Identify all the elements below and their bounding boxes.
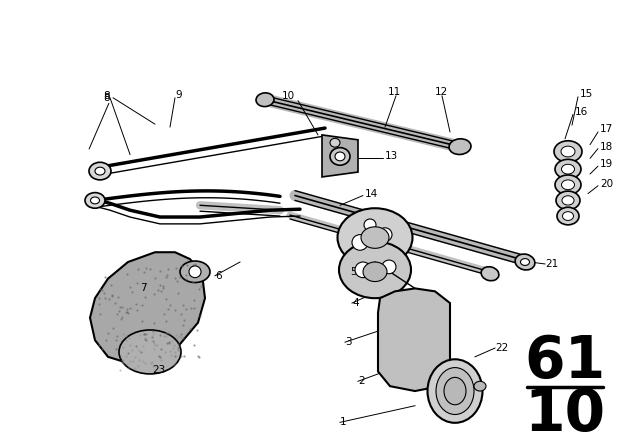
- Ellipse shape: [85, 193, 105, 208]
- Text: 17: 17: [600, 124, 613, 134]
- Text: 21: 21: [545, 259, 558, 269]
- Text: 8: 8: [104, 93, 110, 103]
- Ellipse shape: [119, 330, 181, 374]
- Text: 19: 19: [600, 159, 613, 169]
- Text: 7: 7: [140, 284, 147, 293]
- Ellipse shape: [95, 167, 105, 175]
- Ellipse shape: [90, 197, 99, 204]
- Text: 10: 10: [282, 91, 295, 101]
- Text: 14: 14: [365, 189, 378, 198]
- Polygon shape: [378, 289, 450, 391]
- Text: 20: 20: [600, 179, 613, 189]
- Ellipse shape: [481, 267, 499, 281]
- Text: 5: 5: [350, 267, 356, 277]
- Ellipse shape: [554, 141, 582, 162]
- Ellipse shape: [557, 207, 579, 225]
- Polygon shape: [90, 252, 205, 364]
- Ellipse shape: [563, 211, 573, 220]
- Ellipse shape: [436, 368, 474, 414]
- Ellipse shape: [361, 227, 389, 248]
- Ellipse shape: [556, 191, 580, 210]
- Ellipse shape: [428, 359, 483, 423]
- Text: 13: 13: [385, 151, 398, 161]
- Text: 16: 16: [575, 108, 588, 117]
- Text: 3: 3: [345, 337, 351, 347]
- Text: 1: 1: [340, 418, 347, 427]
- Ellipse shape: [555, 159, 581, 179]
- Ellipse shape: [337, 208, 413, 267]
- Ellipse shape: [561, 180, 575, 190]
- Text: 18: 18: [600, 142, 613, 151]
- Ellipse shape: [449, 139, 471, 155]
- Text: 2: 2: [358, 376, 365, 386]
- Text: 61: 61: [524, 333, 605, 390]
- Ellipse shape: [562, 196, 574, 205]
- Ellipse shape: [335, 152, 345, 161]
- Ellipse shape: [444, 377, 466, 405]
- Ellipse shape: [515, 254, 535, 270]
- Circle shape: [355, 262, 371, 278]
- Text: 8: 8: [104, 91, 110, 101]
- Circle shape: [352, 235, 368, 250]
- Circle shape: [378, 228, 392, 241]
- Ellipse shape: [339, 241, 411, 298]
- Text: 23: 23: [152, 365, 165, 375]
- Ellipse shape: [330, 138, 340, 147]
- Circle shape: [364, 219, 376, 231]
- Ellipse shape: [561, 164, 575, 174]
- Ellipse shape: [561, 146, 575, 157]
- Polygon shape: [322, 135, 358, 177]
- Text: 22: 22: [495, 343, 508, 353]
- Ellipse shape: [330, 148, 350, 165]
- Text: 11: 11: [388, 87, 401, 97]
- Ellipse shape: [474, 381, 486, 391]
- Ellipse shape: [89, 162, 111, 180]
- Text: 4: 4: [352, 298, 358, 308]
- Ellipse shape: [555, 175, 581, 194]
- Circle shape: [382, 260, 396, 274]
- Text: 6: 6: [215, 271, 221, 281]
- Ellipse shape: [520, 258, 529, 265]
- Circle shape: [189, 266, 201, 278]
- Ellipse shape: [363, 262, 387, 281]
- Text: 9: 9: [175, 90, 182, 100]
- Ellipse shape: [256, 93, 274, 107]
- Text: 15: 15: [580, 89, 593, 99]
- Text: 12: 12: [435, 87, 448, 97]
- Text: 10: 10: [524, 386, 605, 443]
- Ellipse shape: [180, 261, 210, 283]
